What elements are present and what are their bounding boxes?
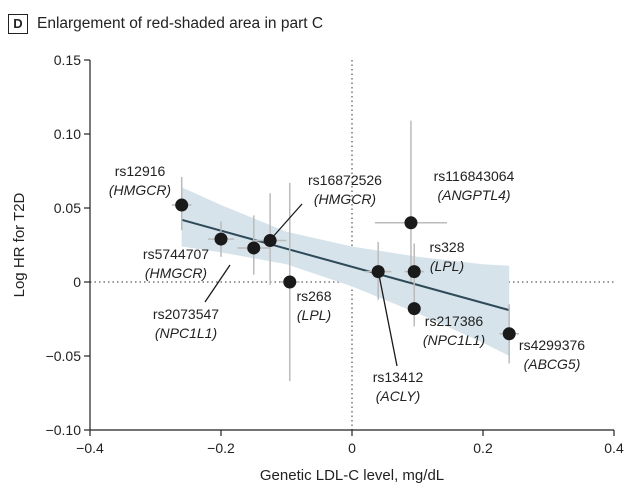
regression-line — [181, 218, 510, 312]
gene-label-rs4299376: (ABCG5) — [524, 356, 581, 372]
data-point-rs2073547 — [247, 241, 261, 255]
snp-label-rs116843064: rs116843064 — [434, 168, 515, 184]
y-axis-title: Log HR for T2D — [11, 192, 28, 297]
gene-label-rs328: (LPL) — [430, 258, 464, 274]
grid-layer — [90, 60, 614, 430]
gene-label-rs116843064: (ANGPTL4) — [437, 187, 510, 203]
snp-label-rs328: rs328 — [429, 239, 464, 255]
band-layer — [181, 187, 510, 356]
snp-label-rs4299376: rs4299376 — [519, 337, 585, 353]
snp-label-rs2073547: rs2073547 — [153, 306, 219, 322]
y-tick-label: 0.10 — [54, 126, 81, 142]
data-point-rs13412 — [371, 265, 385, 279]
y-tick-label: 0.05 — [54, 200, 81, 216]
snp-label-rs16872526: rs16872526 — [308, 172, 382, 188]
data-point-rs328 — [407, 265, 421, 279]
y-tick-label: −0.05 — [46, 348, 82, 364]
leader-line-layer — [204, 203, 398, 367]
x-tick-label: 0.4 — [604, 440, 624, 456]
point-layer — [175, 198, 516, 341]
gene-label-rs12916: (HMGCR) — [109, 182, 171, 198]
leader-line-rs2073547 — [204, 264, 231, 303]
y-tick-label: 0.15 — [54, 52, 81, 68]
confidence-band — [181, 187, 510, 356]
panel-title: Enlargement of red-shaded area in part C — [37, 15, 324, 32]
x-tick-label: 0.2 — [473, 440, 493, 456]
snp-label-rs12916: rs12916 — [115, 163, 166, 179]
gene-label-rs16872526: (HMGCR) — [314, 191, 376, 207]
snp-label-rs268: rs268 — [296, 288, 331, 304]
data-point-rs5744707 — [214, 232, 228, 246]
gene-label-rs217386: (NPC1L1) — [423, 332, 485, 348]
data-point-rs12916 — [175, 198, 189, 212]
point-label-layer: rs12916 (HMGCR) rs5744707 (HMGCR) rs2073547 (… — [109, 163, 585, 404]
x-tick-label: 0 — [348, 440, 356, 456]
leader-line-rs16872526 — [270, 203, 303, 240]
snp-label-rs5744707: rs5744707 — [143, 246, 209, 262]
gene-label-rs268: (LPL) — [297, 307, 331, 323]
gene-label-rs5744707: (HMGCR) — [145, 265, 207, 281]
data-point-rs4299376 — [502, 327, 516, 341]
y-tick-label: −0.10 — [46, 422, 82, 438]
gene-label-rs2073547: (NPC1L1) — [155, 325, 217, 341]
x-tick-label: −0.2 — [207, 440, 235, 456]
panel-header: D Enlargement of red-shaded area in part… — [8, 13, 323, 35]
data-point-rs268 — [283, 275, 297, 289]
x-tick-label: −0.4 — [76, 440, 104, 456]
leader-line-rs13412 — [378, 274, 398, 367]
data-point-rs217386 — [407, 302, 421, 316]
gene-label-rs13412: (ACLY) — [376, 388, 421, 404]
y-tick-label: 0 — [73, 274, 81, 290]
data-point-rs16872526 — [263, 234, 277, 248]
snp-label-rs217386: rs217386 — [425, 313, 484, 329]
data-point-rs116843064 — [404, 216, 418, 230]
axis-layer: −0.10 −0.05 0 0.05 0.10 0.15 −0.4 −0.2 0 0.2 0.4 Ge… — [11, 52, 624, 484]
x-axis-title: Genetic LDL-C level, mg/dL — [260, 467, 444, 484]
panel-letter: D — [8, 14, 28, 34]
snp-label-rs13412: rs13412 — [373, 369, 424, 385]
